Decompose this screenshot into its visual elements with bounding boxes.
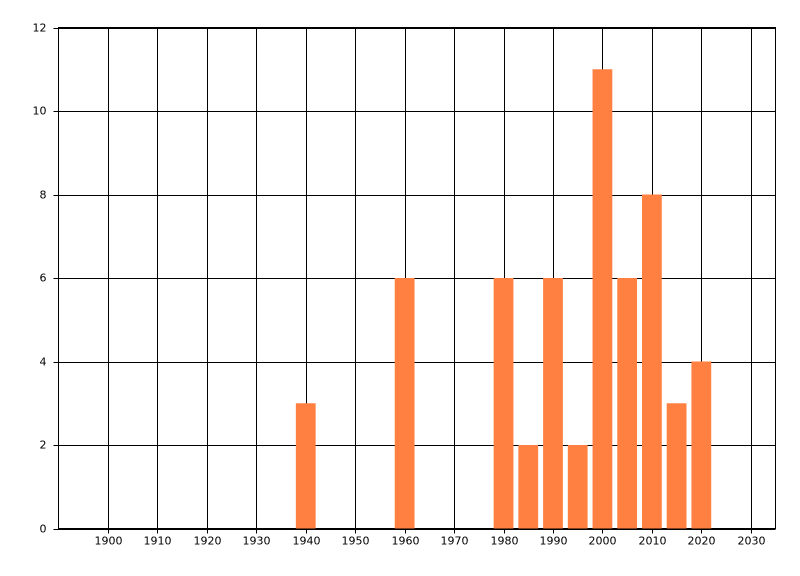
x-tick-label: 2030 [738, 535, 766, 548]
x-tick-label: 1920 [194, 535, 222, 548]
x-tick-label: 2020 [688, 535, 716, 548]
bar [617, 278, 638, 529]
bar [493, 278, 514, 529]
y-tick-label: 2 [40, 439, 47, 452]
y-tick-label: 0 [40, 523, 47, 536]
bar [691, 361, 712, 529]
bar [295, 403, 316, 529]
bar [592, 69, 613, 529]
x-tick-label: 1930 [243, 535, 271, 548]
y-tick-label: 10 [33, 105, 47, 118]
x-tick-label: 1960 [392, 535, 420, 548]
y-tick-label: 8 [40, 189, 47, 202]
x-tick-label: 1950 [342, 535, 370, 548]
x-tick-label: 1980 [491, 535, 519, 548]
y-tick-label: 12 [33, 22, 47, 35]
x-tick-label: 1990 [540, 535, 568, 548]
bar [666, 403, 687, 529]
x-tick-label: 1970 [441, 535, 469, 548]
bar [543, 278, 563, 529]
x-tick-label: 1900 [95, 535, 123, 548]
bar [641, 194, 662, 529]
bar [394, 278, 415, 529]
x-tick-label: 1910 [144, 535, 172, 548]
bar [567, 445, 588, 529]
x-tick-label: 2010 [639, 535, 667, 548]
x-tick-label: 1940 [293, 535, 321, 548]
x-tick-label: 2000 [589, 535, 617, 548]
y-tick-label: 6 [40, 272, 47, 285]
y-tick-label: 4 [40, 356, 47, 369]
bar [518, 445, 539, 529]
